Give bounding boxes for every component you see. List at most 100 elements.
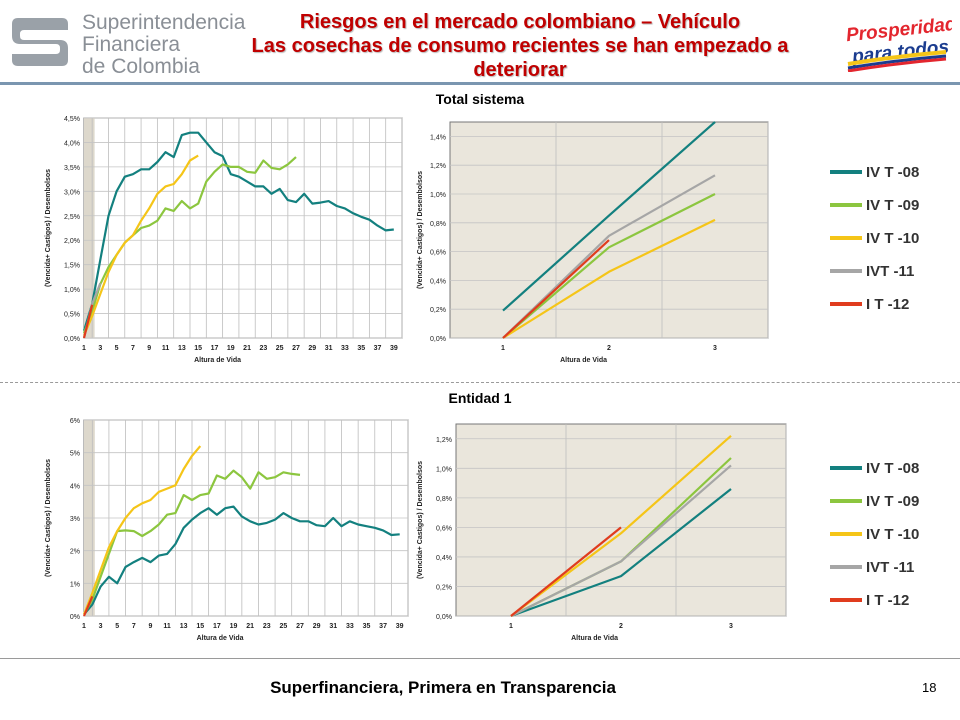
x-tick-label: 33 — [346, 623, 354, 630]
series-line-i-t-12 — [82, 595, 94, 617]
x-tick-label: 33 — [341, 345, 349, 352]
x-tick-label: 39 — [390, 345, 398, 352]
y-tick-label: 1,5% — [64, 263, 80, 270]
y-tick-label: 4% — [70, 483, 80, 490]
series-line-iv-t-09 — [83, 469, 301, 615]
x-tick-label: 19 — [227, 345, 235, 352]
legend-label-i-t-12: I T -12 — [866, 592, 909, 609]
legend-label-iv-t-10: IV T -10 — [866, 230, 919, 247]
series-line-iv-t-08 — [83, 505, 400, 616]
series-line-iv-t-10 — [502, 218, 716, 339]
y-tick-label: 5% — [70, 451, 80, 458]
x-tick-label: 29 — [308, 345, 316, 352]
y-tick-label: 0,6% — [436, 525, 452, 532]
series-line-i-t-12 — [510, 526, 622, 617]
x-tick-label: 19 — [230, 623, 238, 630]
x-tick-label: 35 — [357, 345, 365, 352]
chart-total-short: 0,0% 0,2% 0,4% 0,6% 0,8% 1,0% 1,2% 1,4% 1 2 3 Altur… — [417, 121, 769, 364]
y-tick-label: 2,0% — [64, 238, 80, 245]
y-axis-label: (Vencida+ Castigos) / Desembolsos — [45, 459, 52, 577]
x-axis-label: Altura de Vida — [571, 635, 618, 642]
x-tick-label: 23 — [263, 623, 271, 630]
org-name-line3: de Colombia — [82, 55, 200, 78]
y-tick-label: 0,0% — [430, 336, 446, 343]
y-tick-label: 4,0% — [64, 140, 80, 147]
y-tick-label: 0,8% — [436, 496, 452, 503]
x-tick-label: 17 — [211, 345, 219, 352]
x-tick-label: 15 — [194, 345, 202, 352]
slide-title: Riesgos en el mercado colombiano – Vehíc… — [210, 10, 830, 82]
y-axis-label: (Vencida+ Castigos) / Desembolsos — [417, 461, 424, 579]
x-tick-label: 31 — [325, 345, 333, 352]
x-tick-label: 2 — [607, 345, 611, 352]
x-tick-label: 17 — [213, 623, 221, 630]
legend-label-ivt-11: IVT -11 — [866, 263, 914, 280]
x-axis-label: Altura de Vida — [194, 357, 241, 364]
x-tick-label: 3 — [713, 345, 717, 352]
x-tick-label: 1 — [82, 623, 86, 630]
x-tick-label: 31 — [329, 623, 337, 630]
x-tick-label: 13 — [180, 623, 188, 630]
x-tick-label: 3 — [98, 345, 102, 352]
x-tick-label: 37 — [374, 345, 382, 352]
series-line-iv-t-09 — [502, 193, 716, 339]
y-tick-label: 6% — [70, 418, 80, 425]
y-axis-label: (Vencida+ Castigos) / Desembolsos — [45, 169, 52, 287]
x-tick-label: 11 — [162, 345, 170, 352]
series-line-iv-t-10 — [510, 434, 732, 617]
flag-stripe-red — [847, 57, 947, 72]
x-tick-label: 3 — [729, 623, 733, 630]
y-tick-label: 1,2% — [436, 437, 452, 444]
x-axis-label: Altura de Vida — [560, 357, 607, 364]
section-title-entidad: Entidad 1 — [448, 390, 512, 406]
plot-area — [449, 121, 769, 339]
y-tick-label: 4,5% — [64, 116, 80, 123]
series-line-i-t-12 — [502, 239, 610, 339]
y-tick-label: 3% — [70, 516, 80, 523]
x-tick-label: 7 — [132, 623, 136, 630]
y-tick-label: 0,0% — [64, 336, 80, 343]
chart-entidad-short: 0,0% 0,2% 0,4% 0,6% 0,8% 1,0% 1,2% 1 2 3 Altura de… — [417, 423, 787, 642]
y-axis-label: (Vencida+ Castigos) / Desembolsos — [417, 171, 424, 289]
footer-divider — [0, 658, 960, 659]
x-tick-label: 27 — [292, 345, 300, 352]
legend-label-iv-t-08: IV T -08 — [866, 460, 919, 477]
y-tick-label: 0,0% — [436, 614, 452, 621]
y-tick-label: 0,4% — [430, 278, 446, 285]
superfinanciera-logo: Superintendencia Financiera de Colombia — [6, 6, 245, 78]
header-divider — [0, 82, 960, 85]
flag-stripe-yellow — [847, 50, 947, 66]
legend-label-i-t-12: I T -12 — [866, 296, 909, 313]
y-tick-label: 1,2% — [430, 163, 446, 170]
y-tick-label: 1,4% — [430, 134, 446, 141]
chart-entidad-long: 0%1%2%3%4%5%6%1 3 5 7 9 11 13 15 17 19 21 23 25 27 29 3… — [45, 418, 409, 642]
x-tick-label: 39 — [396, 623, 404, 630]
x-tick-label: 1 — [501, 345, 505, 352]
x-tick-label: 9 — [149, 623, 153, 630]
legend-label-iv-t-08: IV T -08 — [866, 164, 919, 181]
org-name-line1: Superintendencia — [82, 11, 246, 34]
prosperidad-para-todos-logo: Prosperidad para todos — [845, 14, 952, 72]
y-tick-label: 0,8% — [430, 221, 446, 228]
legend-entidad: IV T -08 IV T -09 IV T -10 IVT -11 I T -12 — [830, 460, 919, 609]
x-tick-label: 23 — [259, 345, 267, 352]
legend-label-ivt-11: IVT -11 — [866, 559, 914, 576]
series-line-ivt-11 — [510, 464, 732, 617]
x-tick-label: 9 — [147, 345, 151, 352]
x-tick-label: 13 — [178, 345, 186, 352]
y-tick-label: 1,0% — [436, 466, 452, 473]
chart-total-long: 0,0% 0,5% 1,0% 1,5% 2,0% 2,5% 3,0% 3,5% 4,0% 4,5%… — [45, 116, 403, 364]
x-tick-label: 35 — [363, 623, 371, 630]
y-tick-label: 0,6% — [430, 250, 446, 257]
x-tick-label: 37 — [379, 623, 387, 630]
x-tick-label: 1 — [82, 345, 86, 352]
x-tick-label: 11 — [163, 623, 171, 630]
y-tick-label: 3,5% — [64, 165, 80, 172]
superfinanciera-emblem-icon — [12, 18, 68, 66]
x-tick-label: 21 — [246, 623, 254, 630]
y-tick-label: 0% — [70, 614, 80, 621]
series-line-i-t-12 — [82, 304, 94, 339]
page-number: 18 — [922, 680, 937, 695]
y-tick-label: 1% — [70, 581, 80, 588]
org-name-line2: Financiera — [82, 33, 181, 56]
